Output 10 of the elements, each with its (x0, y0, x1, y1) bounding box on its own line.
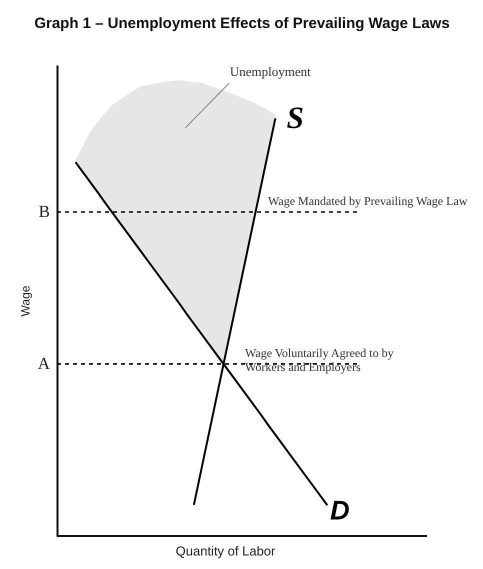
chart-title: Graph 1 – Unemployment Effects of Prevailing Wage Laws (34, 15, 450, 32)
ref-line-label: Wage Mandated by Prevailing Wage Law (268, 194, 468, 208)
text: A (38, 354, 51, 373)
y-axis-title: Wage (18, 285, 32, 316)
ref-line-label: Wage Voluntarily Agreed to by Workers and Employers (245, 346, 394, 374)
text: B (38, 202, 50, 221)
series-label: D (330, 496, 350, 526)
series-label: Unemployment (230, 64, 312, 79)
x-axis-title: Quantity of Labor (176, 544, 276, 558)
series-label: S (286, 100, 304, 136)
